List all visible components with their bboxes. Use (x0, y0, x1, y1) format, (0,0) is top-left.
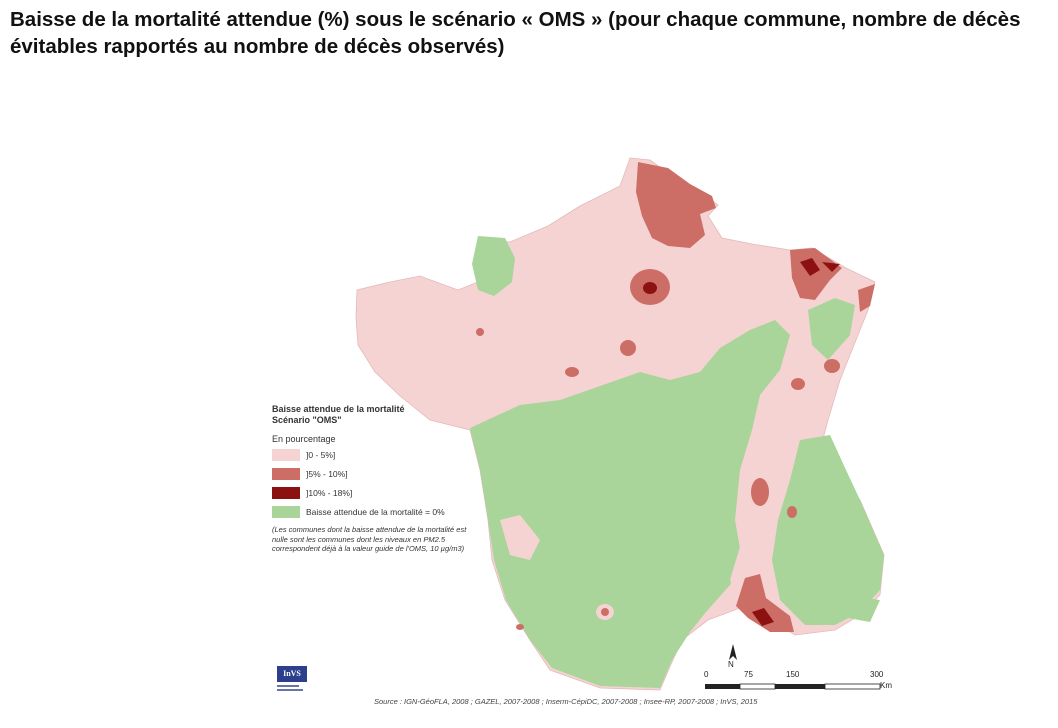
scale-labels: 0 75 150 300 Km (700, 670, 900, 690)
map-region-mid-west (476, 328, 484, 336)
map-region-zero-corner (848, 598, 880, 622)
page-title: Baisse de la mortalité attendue (%) sous… (10, 8, 1021, 58)
scale-tick-label: 150 (786, 670, 800, 679)
map-region-mid-west2 (565, 367, 579, 377)
north-label: N (728, 660, 734, 669)
map-region-mid-east (858, 284, 875, 312)
legend-item: Baisse attendue de la mortalité = 0% (272, 504, 487, 520)
legend-swatch (272, 468, 300, 480)
map-region-mid-toulouse (601, 608, 609, 616)
map-region-mid-grenoble (787, 506, 797, 518)
legend-swatch (272, 449, 300, 461)
legend-item: ]0 - 5%] (272, 447, 487, 463)
map-region-mid-small2 (620, 340, 636, 356)
map-region-zero-brittany (472, 236, 515, 296)
invs-logo: InVS (277, 666, 307, 696)
map-region-mid-south (516, 624, 524, 630)
map-region-zero-southwest (470, 320, 790, 688)
legend-item-label: ]10% - 18%] (306, 488, 353, 498)
map-region-zero-vosges (808, 298, 855, 360)
legend-item-label: ]0 - 5%] (306, 450, 336, 460)
legend-title-scenario: Scénario "OMS" (272, 415, 342, 425)
source-note: Source : IGN-GéoFLA, 2008 ; GAZEL, 2007-… (374, 697, 758, 706)
map-region-mid-strasbourg (824, 359, 840, 373)
map-region-high-marseille (752, 608, 774, 626)
scale-tick-label: 300 (870, 670, 884, 679)
legend-subtitle: En pourcentage (272, 434, 336, 444)
map-region-zero-alps (772, 435, 884, 625)
legend-swatch (272, 487, 300, 499)
map-region-mid-lyon (751, 478, 769, 506)
legend-item: ]5% - 10%] (272, 466, 487, 482)
map-region-mid-marseille (736, 574, 794, 632)
scale-tick-label: 75 (744, 670, 753, 679)
map-region-mid-small1 (791, 378, 805, 390)
map-legend: Baisse attendue de la mortalité Scénario… (272, 404, 487, 554)
legend-title: Baisse attendue de la mortalité (272, 404, 405, 414)
map-region-low-garonne (500, 515, 540, 560)
legend-item-label: ]5% - 10%] (306, 469, 348, 479)
legend-swatch (272, 506, 300, 518)
scale-unit: Km (880, 681, 892, 690)
logo-text: InVS (277, 666, 307, 682)
map-region-high-paris (643, 282, 657, 294)
legend-item-label: Baisse attendue de la mortalité = 0% (306, 507, 445, 517)
scale-tick-label: 0 (704, 670, 709, 679)
legend-note: (Les communes dont la baisse attendue de… (272, 525, 467, 553)
legend-item: ]10% - 18%] (272, 485, 487, 501)
map-region-high-northeast (800, 258, 840, 276)
map-region-mid-north (636, 162, 716, 248)
